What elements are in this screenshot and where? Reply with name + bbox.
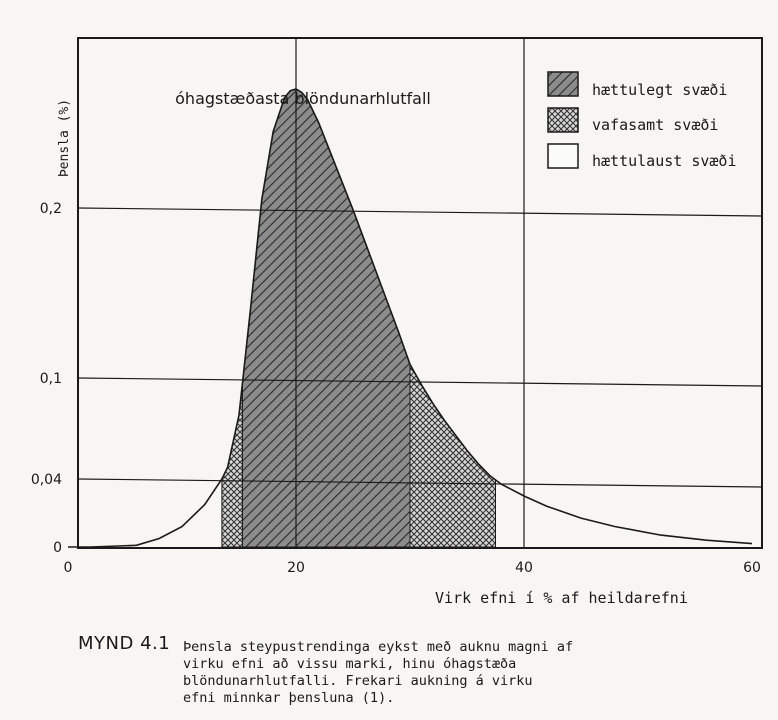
legend: hættulegt svæði vafasamt svæði hættulaus… (547, 71, 737, 170)
legend-label-hatched: hættulegt svæði (592, 81, 727, 99)
legend-swatch-cross-hatched (547, 107, 579, 133)
x-tick-40: 40 (515, 560, 533, 576)
legend-label-cross-hatched: vafasamt svæði (592, 116, 718, 134)
region-cross-hatched-2 (409, 362, 496, 548)
x-tick-0: 0 (64, 560, 73, 576)
y-tick-0,04: 0,04 (31, 472, 62, 488)
x-tick-20: 20 (287, 560, 305, 576)
y-tick-0,2: 0,2 (40, 201, 62, 217)
region-hatched-0 (241, 88, 411, 548)
tick-labels: 0 20 40 60 0 0,04 0,1 0,2 (31, 201, 761, 576)
figure-caption: MYND 4.1 Þensla steypustrendinga eykst m… (78, 633, 758, 707)
grid-y-0,04 (77, 478, 763, 488)
legend-label-blank: hættulaust svæði (592, 152, 737, 170)
caption-text: Þensla steypustrendinga eykst með auknu … (183, 639, 574, 706)
y-tick-0,1: 0,1 (40, 371, 62, 387)
shaded-regions (221, 88, 496, 548)
expansion-curve (68, 88, 753, 548)
x-tick-60: 60 (743, 560, 761, 576)
grid-y-0,2 (77, 207, 763, 217)
x-axis-label: Virk efni í % af heildarefni (435, 589, 688, 607)
y-axis-label: Þensla (%) (57, 99, 72, 177)
peak-annotation: óhagstæðasta blöndunarhlutfall (175, 89, 431, 108)
y-tick-0: 0 (53, 540, 62, 556)
caption-label: MYND 4.1 (78, 633, 171, 654)
legend-swatch-hatched (547, 71, 579, 97)
plot-frame (77, 37, 763, 549)
legend-swatch-blank (547, 143, 579, 169)
